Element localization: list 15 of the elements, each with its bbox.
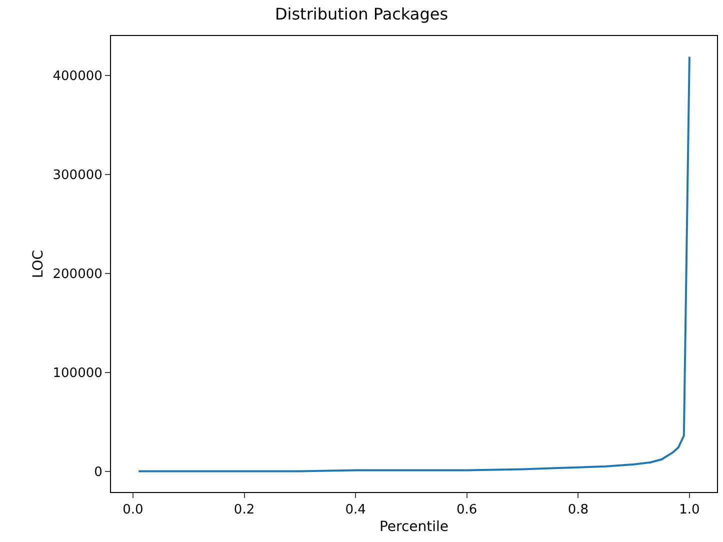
chart-title: Distribution Packages (274, 4, 448, 24)
x-axis-title: Percentile (379, 518, 449, 535)
x-tick-label: 0.2 (234, 502, 255, 518)
y-tick-label: 100000 (52, 366, 102, 381)
y-tick-label: 300000 (52, 168, 102, 184)
x-tick-label: 0.0 (122, 502, 144, 518)
y-tick-label: 0 (94, 464, 102, 480)
y-tick-label: 400000 (52, 69, 102, 84)
x-tick-label: 0.8 (568, 502, 589, 518)
y-axis-title: LOC (30, 250, 46, 278)
x-tick-label: 0.4 (345, 502, 366, 518)
x-tick-label: 0.6 (456, 502, 478, 518)
x-tick-label: 1.0 (679, 502, 700, 518)
line-series (138, 56, 690, 472)
y-tick-label: 200000 (52, 266, 102, 282)
